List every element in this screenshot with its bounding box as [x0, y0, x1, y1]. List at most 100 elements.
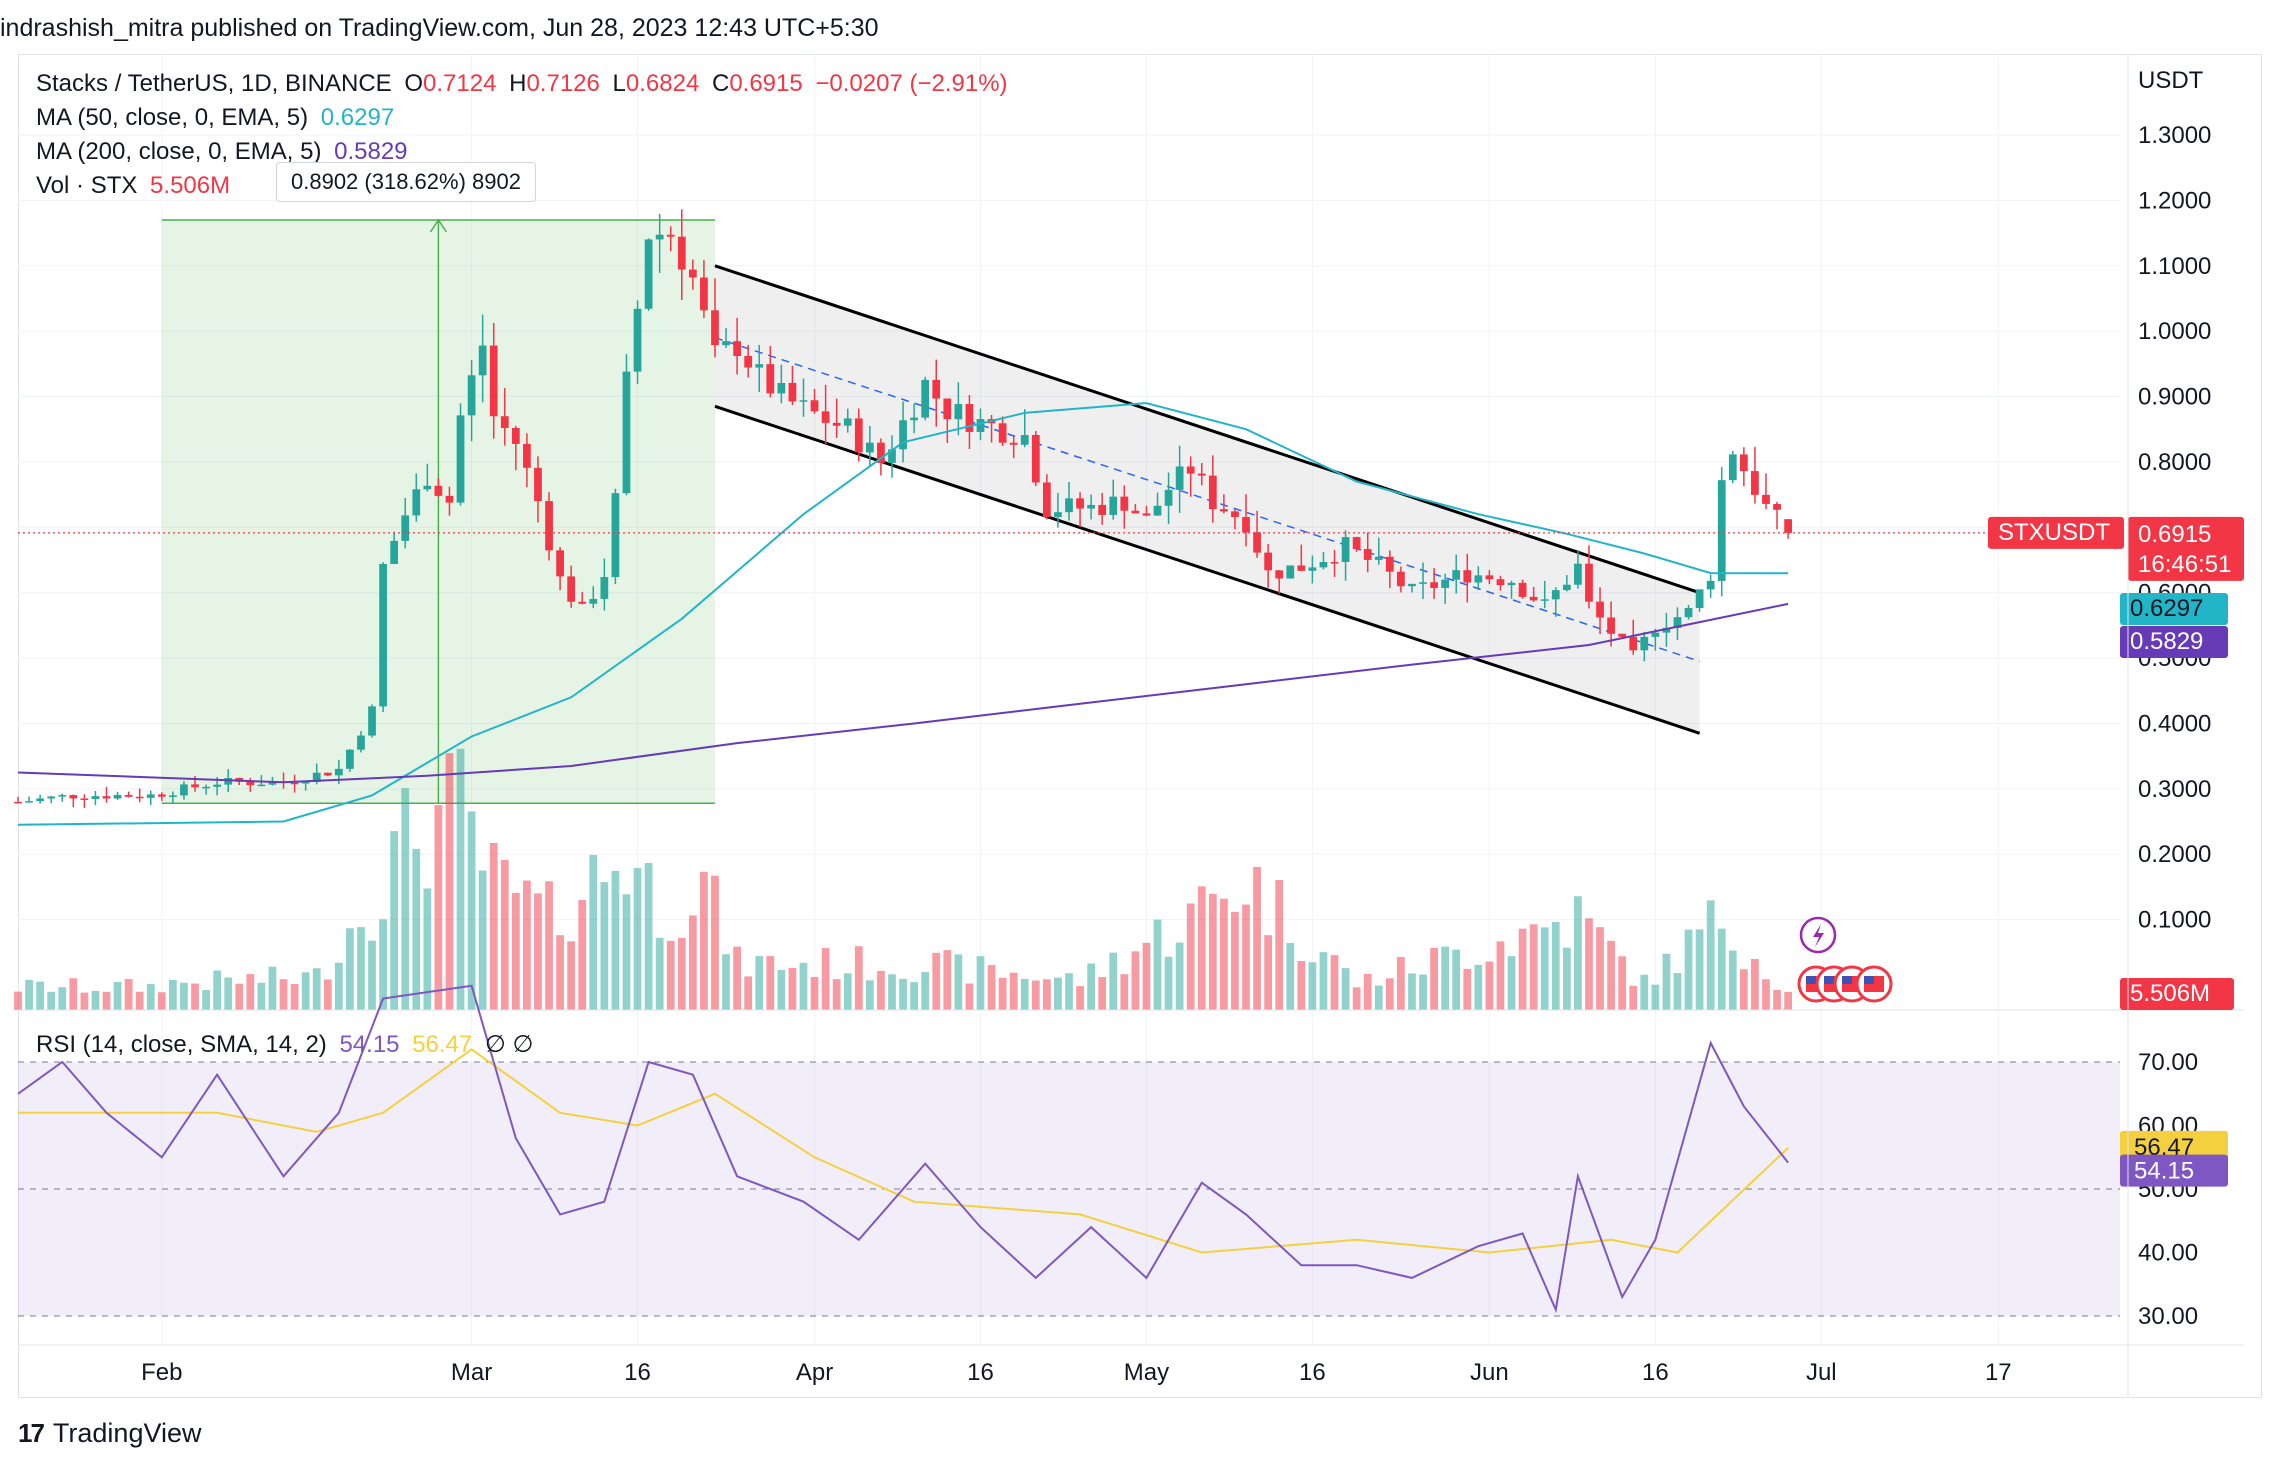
candle-body: [788, 382, 797, 402]
volume-bar: [36, 981, 44, 1010]
volume-bar: [1031, 980, 1040, 1010]
volume-bar: [1363, 973, 1372, 1010]
legend-ma200-value: 0.5829: [334, 138, 408, 165]
candle-body: [323, 772, 332, 776]
candle-body: [1109, 496, 1118, 515]
chart-frame[interactable]: [18, 54, 2262, 1398]
candle-body: [954, 404, 963, 420]
legend-ma50-label[interactable]: MA (50, close, 0, EMA, 5): [36, 104, 309, 131]
candle-body: [1087, 504, 1095, 509]
candle-body: [932, 379, 941, 399]
volume-bar: [1485, 961, 1494, 1010]
candle-body: [456, 415, 465, 503]
footer-logo[interactable]: 17 TradingView: [18, 1418, 202, 1449]
time-axis-label: 16: [624, 1359, 651, 1386]
volume-bar: [1297, 961, 1306, 1010]
volume-bar: [755, 956, 764, 1010]
candle-body: [1341, 537, 1350, 563]
volume-bar: [777, 969, 786, 1010]
candle-body: [1706, 580, 1715, 590]
volume-bar: [1043, 979, 1051, 1010]
volume-bar: [1784, 991, 1792, 1010]
candle-body: [47, 796, 56, 799]
candle-body: [1485, 575, 1494, 580]
candle-body: [888, 449, 896, 463]
measure-label: 0.8902 (318.62%) 8902: [276, 162, 536, 202]
legend-high-label: H: [509, 70, 527, 97]
candle-body: [1131, 510, 1140, 514]
candle-body: [69, 795, 78, 799]
volume-bar: [390, 831, 399, 1010]
legend-vol-label[interactable]: Vol · STX: [36, 172, 138, 199]
candle-body: [865, 442, 874, 453]
volume-bar: [976, 956, 985, 1010]
volume-bar: [711, 875, 719, 1010]
candle-body: [1419, 582, 1427, 584]
candle-body: [1728, 454, 1737, 481]
candle-body: [611, 493, 620, 578]
price-axis-tick: 0.3000: [2138, 776, 2211, 803]
candle-body: [1153, 505, 1162, 516]
volume-bar: [1341, 968, 1350, 1010]
candle-body: [965, 404, 974, 432]
volume-bar: [899, 978, 907, 1010]
volume-bar: [1308, 962, 1317, 1010]
candle-body: [257, 784, 266, 787]
candle-body: [1385, 556, 1394, 572]
candle-body: [312, 772, 321, 783]
countdown-tag: 16:46:51: [2138, 551, 2231, 578]
legend-symbol[interactable]: Stacks / TetherUS, 1D, BINANCE: [36, 70, 392, 97]
ma200-tag-bg: [2120, 626, 2228, 658]
lightning-bolt: [1813, 924, 1824, 947]
volume-bar: [722, 954, 730, 1010]
candle-body: [91, 796, 100, 799]
candle-body: [346, 749, 354, 769]
volume-bar: [500, 859, 509, 1010]
candle-body: [224, 777, 233, 785]
candle-body: [511, 427, 520, 444]
price-axis-currency: USDT: [2138, 67, 2204, 94]
volume-bar: [666, 940, 675, 1010]
legend-close: 0.6915: [729, 70, 803, 97]
legend-row-ma200: MA (200, close, 0, EMA, 5) 0.5829: [36, 138, 414, 166]
volume-bar: [1684, 929, 1693, 1010]
volume-bar: [1164, 956, 1173, 1010]
candle-body: [523, 443, 531, 468]
candle-body: [799, 400, 808, 402]
candle-body: [843, 418, 852, 426]
legend-close-label: C: [711, 70, 730, 97]
rsi-tag: 54.15: [2134, 1158, 2194, 1185]
last-symbol-tag-bg: [1988, 516, 2124, 549]
candle-body: [877, 442, 885, 463]
volume-bar: [578, 900, 587, 1010]
candle-body: [1529, 596, 1538, 601]
measure-range-arrowhead: [429, 218, 448, 233]
volume-bar: [69, 978, 78, 1010]
volume-bar: [1120, 974, 1129, 1010]
last-price-tag-bg: [2128, 516, 2244, 581]
volume-bar: [102, 991, 111, 1010]
volume-bar: [346, 928, 354, 1010]
volume-bar: [379, 919, 387, 1010]
volume-bar: [965, 983, 974, 1010]
time-axis-label: Feb: [141, 1359, 182, 1386]
legend-low-label: L: [612, 70, 626, 97]
volume-bar: [1330, 955, 1339, 1010]
candle-body: [1142, 513, 1151, 516]
volume-bar: [1607, 940, 1615, 1010]
candle-body: [1397, 571, 1405, 587]
candle-body: [1662, 627, 1671, 633]
volume-bar: [1529, 924, 1538, 1010]
legend-open-label: O: [404, 70, 424, 97]
volume-bar: [1474, 964, 1483, 1010]
volume-bar: [1662, 953, 1671, 1010]
legend-rsi-label[interactable]: RSI (14, close, SMA, 14, 2): [36, 1031, 327, 1058]
time-axis-label: Apr: [796, 1359, 833, 1386]
time-axis-label: 16: [1642, 1359, 1669, 1386]
volume-bar: [788, 967, 797, 1010]
us-flag-canton: [1864, 976, 1874, 984]
volume-bar: [843, 973, 852, 1010]
price-axis-tick: 1.1000: [2138, 253, 2211, 280]
legend-ma200-label[interactable]: MA (200, close, 0, EMA, 5): [36, 138, 322, 165]
